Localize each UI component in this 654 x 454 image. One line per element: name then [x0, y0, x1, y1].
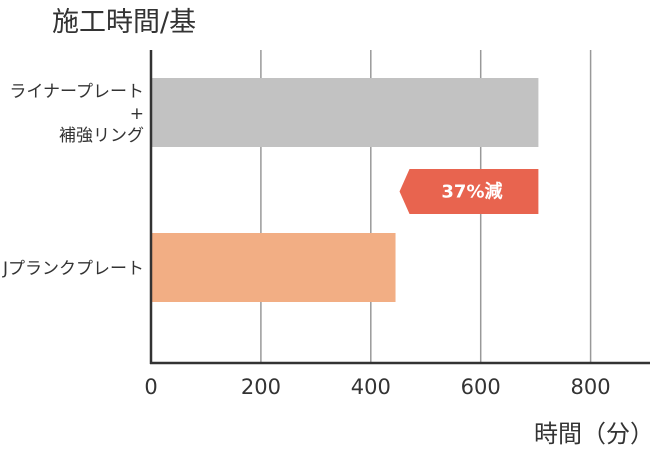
x-tick-label: 0 — [144, 375, 157, 399]
x-tick-label: 600 — [461, 375, 501, 399]
bar-2 — [151, 233, 396, 302]
axes — [149, 50, 650, 365]
annotation: 37%減 — [399, 169, 539, 214]
x-tick-label: 400 — [351, 375, 391, 399]
category-label: Jプランクプレート — [2, 259, 144, 279]
bar-1 — [151, 78, 539, 147]
reduction-callout — [399, 169, 539, 214]
x-tick-label: 200 — [241, 375, 281, 399]
chart-title: 施工時間/基 — [52, 7, 196, 38]
x-tick-label: 800 — [571, 375, 611, 399]
category-labels: ライナープレート+補強リング Jプランクプレート — [2, 82, 144, 279]
x-axis-title: 時間（分） — [534, 420, 654, 448]
category-label: ライナープレート — [9, 82, 144, 102]
x-tick-labels: 0 200 400 600 800 — [144, 375, 610, 399]
category-label: + — [130, 104, 144, 124]
category-label: 補強リング — [59, 126, 144, 146]
bars — [151, 78, 539, 302]
reduction-callout-label: 37%減 — [441, 181, 502, 203]
